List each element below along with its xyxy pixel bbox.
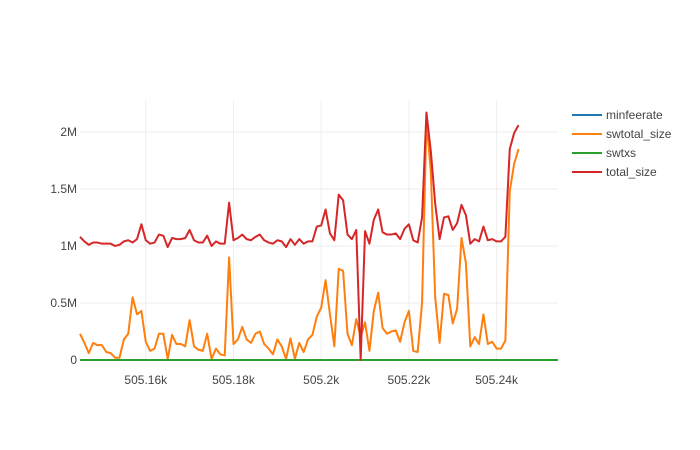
legend-label: swtxs: [606, 146, 636, 160]
legend-label: swtotal_size: [606, 127, 672, 141]
x-axis-ticks: 505.16k 505.18k 505.2k 505.22k 505.24k: [124, 373, 519, 387]
y-tick-label: 0: [70, 353, 77, 367]
y-tick-label: 1.5M: [50, 182, 77, 196]
legend-item-minfeerate[interactable]: minfeerate: [572, 108, 663, 122]
legend-label: total_size: [606, 165, 657, 179]
y-tick-label: 0.5M: [50, 296, 77, 310]
x-tick-label: 505.18k: [212, 373, 256, 387]
y-axis-ticks: 0 0.5M 1M 1.5M 2M: [50, 125, 77, 367]
legend-item-swtxs[interactable]: swtxs: [572, 146, 636, 160]
legend-label: minfeerate: [606, 108, 663, 122]
legend-item-total-size[interactable]: total_size: [572, 165, 657, 179]
y-tick-label: 1M: [60, 239, 77, 253]
y-tick-label: 2M: [60, 125, 77, 139]
series-lines: [79, 111, 558, 361]
x-tick-label: 505.16k: [124, 373, 168, 387]
legend-item-swtotal-size[interactable]: swtotal_size: [572, 127, 672, 141]
x-tick-label: 505.24k: [475, 373, 519, 387]
series-line-swtotal-size[interactable]: [79, 119, 520, 360]
series-line-total-size[interactable]: [79, 111, 520, 361]
x-tick-label: 505.2k: [303, 373, 340, 387]
x-tick-label: 505.22k: [388, 373, 432, 387]
grid: [80, 100, 558, 360]
